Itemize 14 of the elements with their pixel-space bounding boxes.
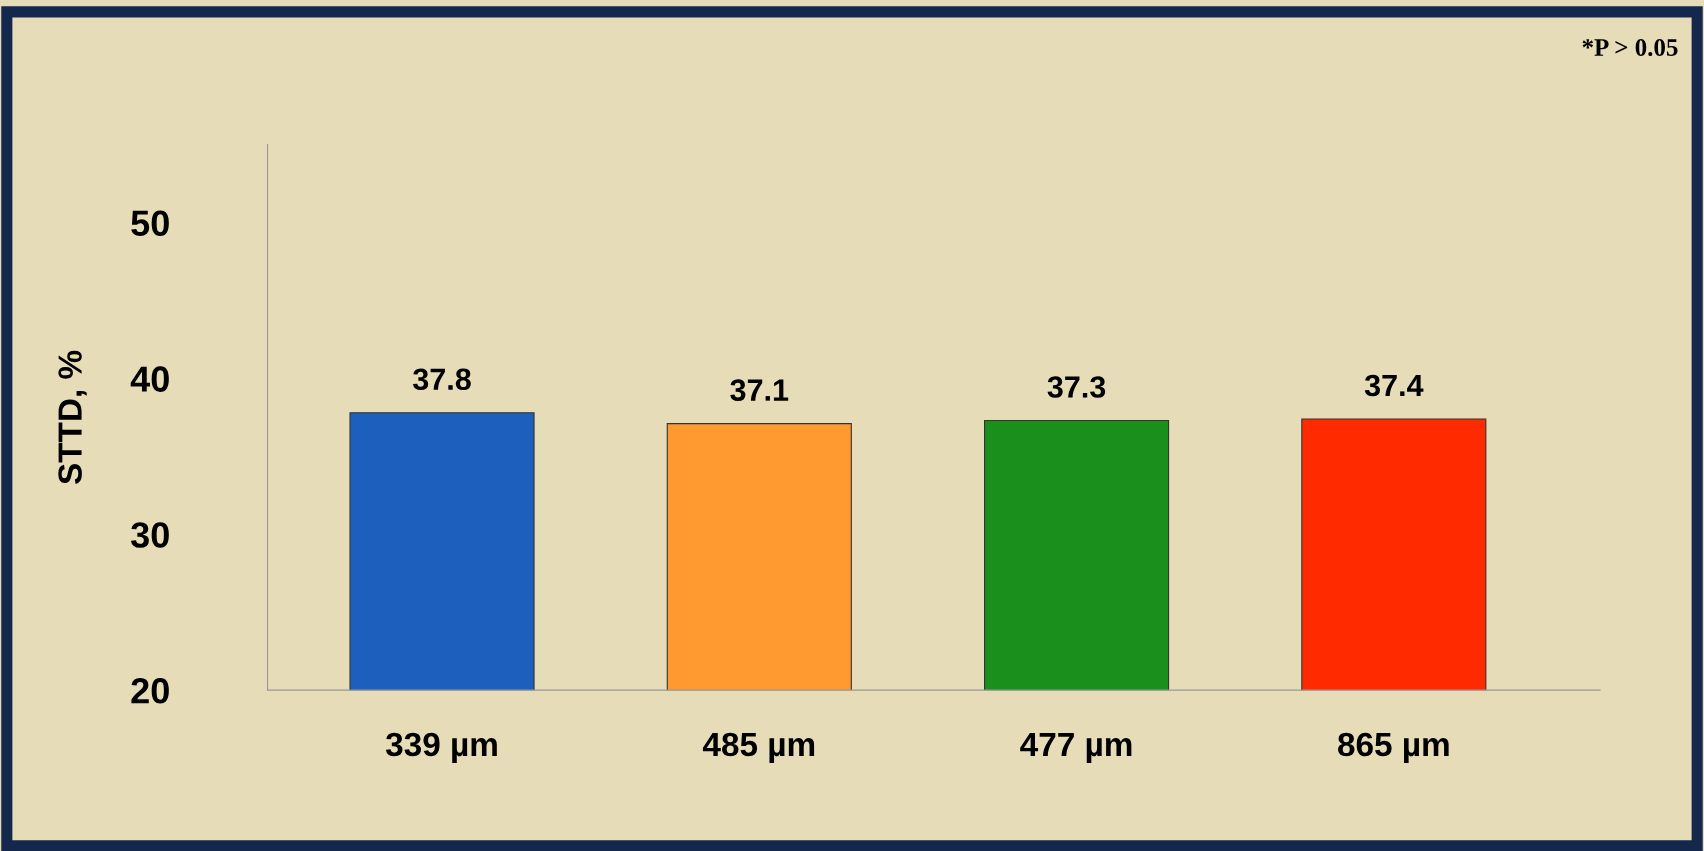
y-tick-label: 50 [131,210,169,237]
x-tick-label: 339 µm [385,732,497,763]
y-tick-label: 40 [130,366,169,392]
x-tick-label: 485 µm [702,732,815,763]
x-tick-label: 865 µm [1338,732,1449,763]
data-label: 37.1 [730,379,789,401]
y-axis-title: STTD, % [58,350,87,485]
y-tick-label: 20 [131,678,169,704]
data-label: 37.4 [1364,374,1424,397]
data-label: 37.8 [413,368,471,391]
x-tick-label: 477 µm [1020,733,1132,763]
y-tick-label: 30 [130,522,169,548]
data-label: 37.3 [1047,376,1106,398]
text: *P > 0.05 [1582,39,1678,56]
